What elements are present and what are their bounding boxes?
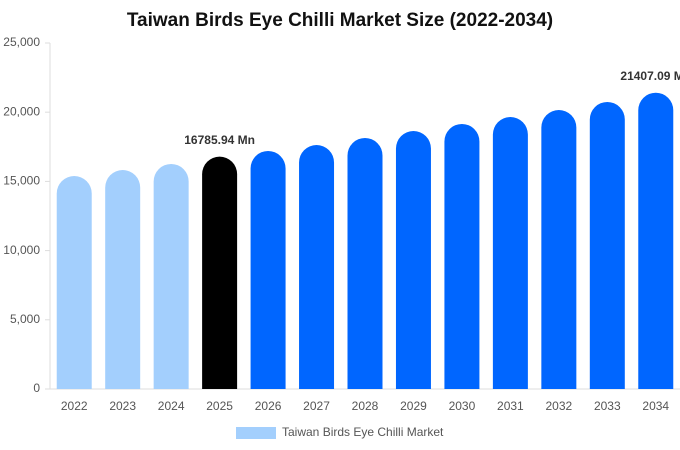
y-tick-label: 15,000 bbox=[3, 174, 40, 188]
bar bbox=[347, 137, 383, 389]
bar bbox=[153, 163, 189, 389]
legend-label: Taiwan Birds Eye Chilli Market bbox=[282, 425, 444, 439]
x-tick-label: 2034 bbox=[642, 399, 669, 413]
x-tick-label: 2025 bbox=[206, 399, 233, 413]
x-tick-label: 2032 bbox=[545, 399, 572, 413]
y-tick-label: 0 bbox=[33, 381, 40, 395]
x-tick-label: 2023 bbox=[109, 399, 136, 413]
legend-swatch bbox=[236, 427, 276, 439]
chart-title: Taiwan Birds Eye Chilli Market Size (202… bbox=[127, 10, 553, 31]
x-tick-label: 2029 bbox=[400, 399, 427, 413]
bar bbox=[56, 176, 92, 389]
bar bbox=[395, 131, 431, 390]
bar bbox=[541, 110, 577, 389]
bar bbox=[638, 92, 674, 389]
y-tick-label: 20,000 bbox=[3, 104, 40, 118]
x-tick-label: 2030 bbox=[449, 399, 476, 413]
x-tick-label: 2028 bbox=[352, 399, 379, 413]
x-tick-label: 2026 bbox=[255, 399, 282, 413]
bar bbox=[444, 123, 480, 390]
data-label: 16785.94 Mn bbox=[184, 133, 255, 147]
x-tick-label: 2027 bbox=[303, 399, 330, 413]
bar bbox=[250, 150, 286, 389]
bar bbox=[589, 101, 625, 389]
bar bbox=[202, 156, 238, 389]
x-tick-label: 2031 bbox=[497, 399, 524, 413]
bar bbox=[299, 145, 335, 389]
data-label: 21407.09 Mn bbox=[620, 69, 680, 83]
y-tick-label: 25,000 bbox=[3, 35, 40, 49]
x-tick-label: 2033 bbox=[594, 399, 621, 413]
x-tick-label: 2024 bbox=[158, 399, 185, 413]
bar bbox=[105, 170, 141, 389]
bar bbox=[492, 117, 528, 389]
y-tick-label: 5,000 bbox=[10, 312, 40, 326]
x-tick-label: 2022 bbox=[61, 399, 88, 413]
y-tick-label: 10,000 bbox=[3, 243, 40, 257]
